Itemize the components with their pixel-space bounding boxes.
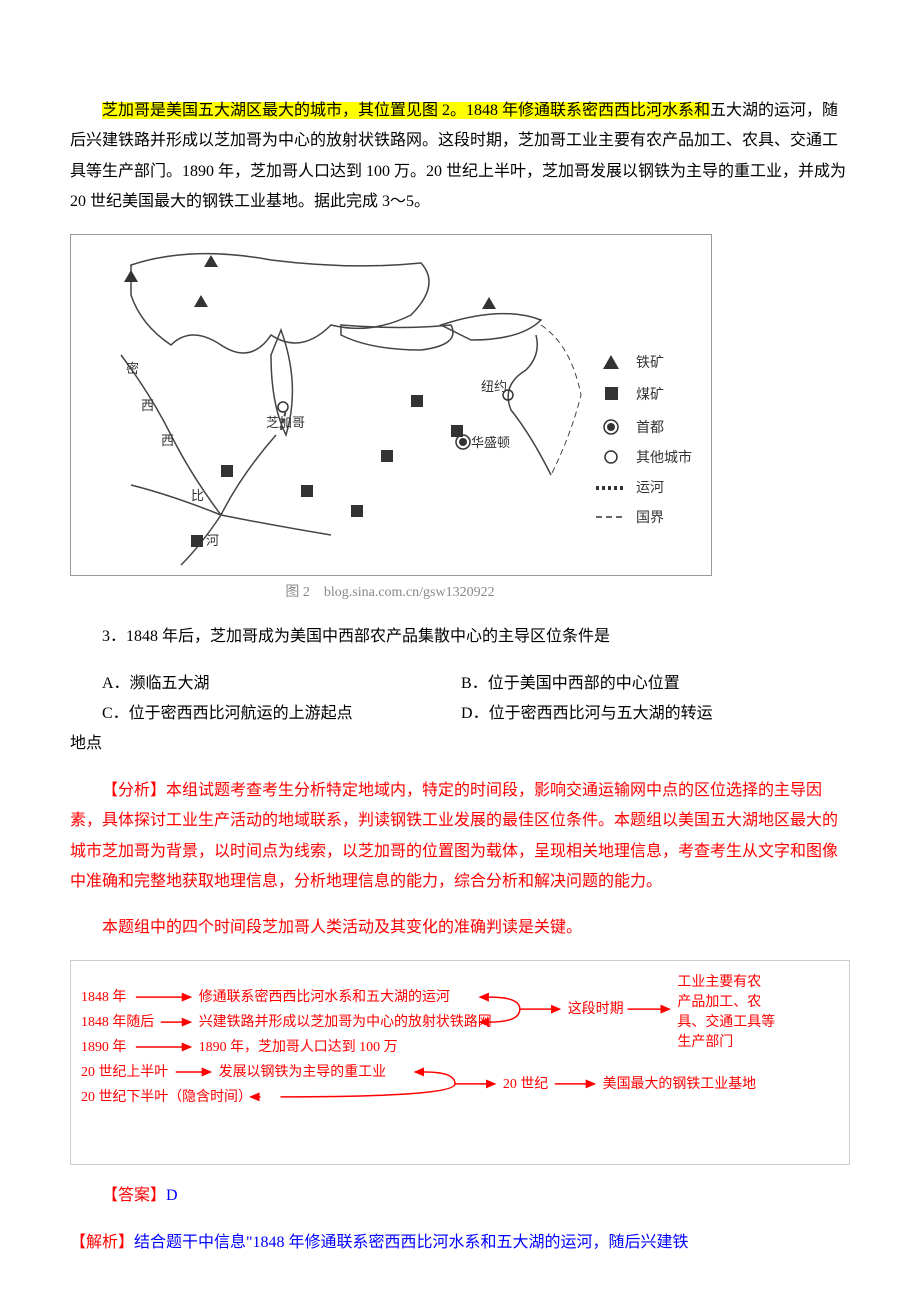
intro-paragraph: 芝加哥是美国五大湖区最大的城市，其位置见图 2。1848 年修通联系密西西比河水… (70, 96, 850, 218)
tl-r1-right: 修通联系密西西比河水系和五大湖的运河 (199, 988, 450, 1005)
timeline-svg: 1848 年 修通联系密西西比河水系和五大湖的运河 1848 年随后 兴建铁路并… (81, 971, 839, 1146)
legend-iron: 铁矿 (636, 355, 664, 371)
tl-mid2: 20 世纪 (503, 1076, 548, 1092)
tl-r3-left: 1890 年 (81, 1039, 126, 1055)
tl-rightbox-3: 具、交通工具等 (677, 1013, 775, 1030)
question-number: 3． (102, 628, 126, 645)
option-c: C．位于密西西比河航运的上游起点 (102, 699, 461, 729)
map-caption: 图 2 blog.sina.com.cn/gsw1320922 (70, 580, 710, 607)
option-b: B．位于美国中西部的中心位置 (461, 669, 680, 699)
document-page: 芝加哥是美国五大湖区最大的城市，其位置见图 2。1848 年修通联系密西西比河水… (0, 0, 920, 1298)
legend-capital: 首都 (636, 420, 664, 436)
option-d-cont: 地点 (70, 729, 850, 759)
tl-r1-left: 1848 年 (81, 989, 126, 1005)
tl-rightbox-1: 工业主要有农 (677, 974, 761, 990)
analysis-body: 本组试题考查考生分析特定地域内，特定的时间段，影响交通运输网中点的区位选择的主导… (70, 782, 838, 890)
question-stem: 3．1848 年后，芝加哥成为美国中西部农产品集散中心的主导区位条件是 (70, 622, 850, 652)
analysis-p2: 本题组中的四个时间段芝加哥人类活动及其变化的准确判读是关键。 (70, 913, 850, 943)
option-a: A．濒临五大湖 (102, 669, 461, 699)
tl-r4-right: 发展以钢铁为主导的重工业 (219, 1064, 386, 1080)
map-caption-right: blog.sina.com.cn/gsw1320922 (324, 585, 495, 600)
tl-r2-right: 兴建铁路并形成以芝加哥为中心的放射状铁路网 (199, 1014, 492, 1030)
question-text: 1848 年后，芝加哥成为美国中西部农产品集散中心的主导区位条件是 (126, 628, 610, 645)
tl-r3-right: 1890 年，芝加哥人口达到 100 万 (199, 1039, 398, 1055)
map-label-washington: 华盛顿 (471, 435, 510, 450)
map-caption-left: 图 2 (285, 585, 310, 600)
map-svg: 密 西 西 比 河 芝加哥 纽约 华盛顿 铁矿 煤矿 首都 其他城市 (71, 235, 711, 575)
intro-highlight: 芝加哥是美国五大湖区最大的城市，其位置见图 2。1848 年修通联系密西西比河水… (102, 102, 710, 119)
analysis-label: 【分析】 (102, 782, 166, 799)
map-label-xi2: 西 (161, 433, 174, 448)
jiexi-line: 【解析】结合题干中信息"1848 年修通联系密西西比河水系和五大湖的运河，随后兴… (70, 1228, 850, 1258)
tl-rightbox-2: 产品加工、农 (677, 994, 761, 1010)
map-label-mi: 密 (126, 361, 139, 376)
map-legend: 铁矿 煤矿 首都 其他城市 运河 国界 (596, 355, 692, 526)
analysis-paragraph: 【分析】本组试题考查考生分析特定地域内，特定的时间段，影响交通运输网中点的区位选… (70, 776, 850, 898)
map-label-chicago: 芝加哥 (266, 415, 305, 430)
answer-line: 【答案】D (70, 1181, 850, 1211)
tl-rightbox-4: 生产部门 (677, 1034, 733, 1050)
timeline-diagram: 1848 年 修通联系密西西比河水系和五大湖的运河 1848 年随后 兴建铁路并… (70, 960, 850, 1166)
options-block: A．濒临五大湖 B．位于美国中西部的中心位置 C．位于密西西比河航运的上游起点 … (70, 669, 850, 730)
map-figure: 密 西 西 比 河 芝加哥 纽约 华盛顿 铁矿 煤矿 首都 其他城市 (70, 234, 712, 576)
jiexi-label: 【解析】 (70, 1234, 134, 1251)
tl-rightbox2: 美国最大的钢铁工业基地 (603, 1075, 757, 1092)
map-label-he: 河 (206, 533, 219, 548)
legend-border: 国界 (636, 511, 664, 526)
map-label-bi: 比 (191, 488, 204, 503)
legend-coal: 煤矿 (636, 387, 664, 403)
tl-r2-left: 1848 年随后 (81, 1014, 154, 1030)
answer-label: 【答案】 (102, 1187, 166, 1204)
answer-value: D (166, 1187, 178, 1204)
tl-r5-left: 20 世纪下半叶（隐含时间） (81, 1089, 252, 1105)
option-d: D．位于密西西比河与五大湖的转运 (461, 699, 713, 729)
legend-canal: 运河 (636, 480, 664, 496)
jiexi-body: 结合题干中信息"1848 年修通联系密西西比河水系和五大湖的运河，随后兴建铁 (134, 1234, 689, 1251)
tl-mid: 这段时期 (568, 1000, 624, 1017)
legend-city: 其他城市 (636, 449, 692, 466)
map-label-xi1: 西 (141, 398, 154, 413)
tl-r4-left: 20 世纪上半叶 (81, 1064, 168, 1080)
map-label-newyork: 纽约 (481, 379, 507, 394)
